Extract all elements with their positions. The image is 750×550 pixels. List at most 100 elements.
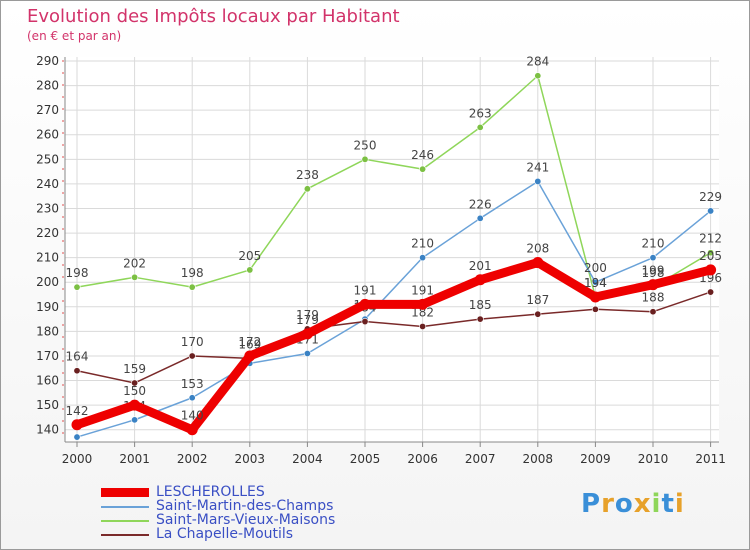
- data-label: 208: [526, 242, 549, 256]
- data-label: 179: [296, 308, 319, 322]
- data-point: [705, 264, 717, 276]
- data-label: 210: [642, 237, 665, 251]
- y-tick-label: 240: [36, 177, 59, 191]
- x-tick-label: 2002: [177, 452, 208, 466]
- logo-letter: t: [661, 489, 675, 519]
- legend-label: La Chapelle-Moutils: [156, 526, 294, 542]
- logo-letter: i: [674, 489, 685, 519]
- data-point: [301, 328, 313, 340]
- legend-item: Saint-Martin-des-Champs: [101, 499, 401, 513]
- data-point: [303, 185, 311, 193]
- legend-swatch: [101, 534, 149, 536]
- y-tick-label: 280: [36, 79, 59, 93]
- data-point: [131, 416, 139, 424]
- data-point: [476, 315, 484, 323]
- y-tick-label: 160: [36, 374, 59, 388]
- data-point: [591, 305, 599, 313]
- data-label: 170: [181, 335, 204, 349]
- data-point: [361, 155, 369, 163]
- x-tick-label: 2003: [235, 452, 266, 466]
- data-point: [131, 273, 139, 281]
- data-point: [188, 394, 196, 402]
- data-label: 226: [469, 197, 492, 211]
- data-label: 179: [296, 313, 319, 327]
- data-point: [244, 350, 256, 362]
- legend-label: LESCHEROLLES: [156, 484, 265, 500]
- data-point: [303, 350, 311, 358]
- y-tick-label: 190: [36, 300, 59, 314]
- y-tick-label: 210: [36, 251, 59, 265]
- proxiti-logo: Proxiti: [581, 489, 685, 519]
- logo-letter: P: [581, 489, 602, 519]
- y-tick-label: 150: [36, 398, 59, 412]
- data-label: 198: [642, 266, 665, 280]
- data-label: 205: [238, 249, 261, 263]
- data-label: 212: [699, 232, 722, 246]
- data-label: 172: [238, 335, 261, 349]
- x-tick-label: 2005: [350, 452, 381, 466]
- y-tick-label: 290: [36, 54, 59, 68]
- data-point: [707, 288, 715, 296]
- x-tick-label: 2011: [695, 452, 726, 466]
- y-tick-label: 260: [36, 128, 59, 142]
- legend-item: La Chapelle-Moutils: [101, 527, 401, 541]
- data-label: 187: [526, 293, 549, 307]
- y-tick-label: 270: [36, 103, 59, 117]
- data-label: 229: [699, 190, 722, 204]
- data-point: [73, 433, 81, 441]
- legend-swatch: [101, 488, 149, 497]
- data-point: [476, 123, 484, 131]
- chart-title: Evolution des Impôts locaux par Habitant: [27, 6, 400, 27]
- data-label: 238: [296, 168, 319, 182]
- data-label: 250: [354, 138, 377, 152]
- data-point: [647, 279, 659, 291]
- data-label: 185: [469, 298, 492, 312]
- x-tick-label: 2000: [62, 452, 93, 466]
- data-label: 191: [354, 283, 377, 297]
- x-tick-label: 2010: [638, 452, 669, 466]
- data-point: [131, 379, 139, 387]
- data-point: [476, 214, 484, 222]
- data-point: [246, 266, 254, 274]
- plot-background: [65, 57, 719, 442]
- data-label: 169: [238, 337, 261, 351]
- data-point: [73, 283, 81, 291]
- legend-swatch: [101, 520, 149, 522]
- y-tick-label: 170: [36, 349, 59, 363]
- data-point: [532, 257, 544, 269]
- data-label: 188: [642, 291, 665, 305]
- data-point: [129, 399, 141, 411]
- x-tick-label: 2007: [465, 452, 496, 466]
- data-label: 198: [181, 266, 204, 280]
- y-tick-label: 250: [36, 152, 59, 166]
- data-label: 200: [584, 261, 607, 275]
- data-label: 210: [411, 237, 434, 251]
- x-tick-label: 2009: [580, 452, 611, 466]
- data-point: [474, 274, 486, 286]
- data-point: [188, 352, 196, 360]
- series-line: [76, 291, 712, 384]
- data-point: [591, 278, 599, 286]
- data-point: [589, 291, 601, 303]
- data-point: [707, 207, 715, 215]
- data-point: [186, 424, 198, 436]
- data-label: 194: [584, 276, 607, 290]
- data-point: [649, 308, 657, 316]
- data-point: [649, 254, 657, 262]
- data-label: 164: [66, 350, 89, 364]
- y-tick-label: 180: [36, 324, 59, 338]
- data-point: [419, 322, 427, 330]
- series-line: [76, 180, 712, 438]
- data-point: [359, 298, 371, 310]
- data-point: [419, 165, 427, 173]
- x-tick-label: 2006: [407, 452, 438, 466]
- data-point: [71, 419, 83, 431]
- data-label: 241: [526, 160, 549, 174]
- y-tick-label: 200: [36, 275, 59, 289]
- legend-label: Saint-Martin-des-Champs: [156, 498, 334, 514]
- data-point: [73, 367, 81, 375]
- legend-label: Saint-Mars-Vieux-Maisons: [156, 512, 336, 528]
- data-label: 199: [642, 264, 665, 278]
- legend-swatch: [101, 506, 149, 508]
- data-label: 153: [181, 377, 204, 391]
